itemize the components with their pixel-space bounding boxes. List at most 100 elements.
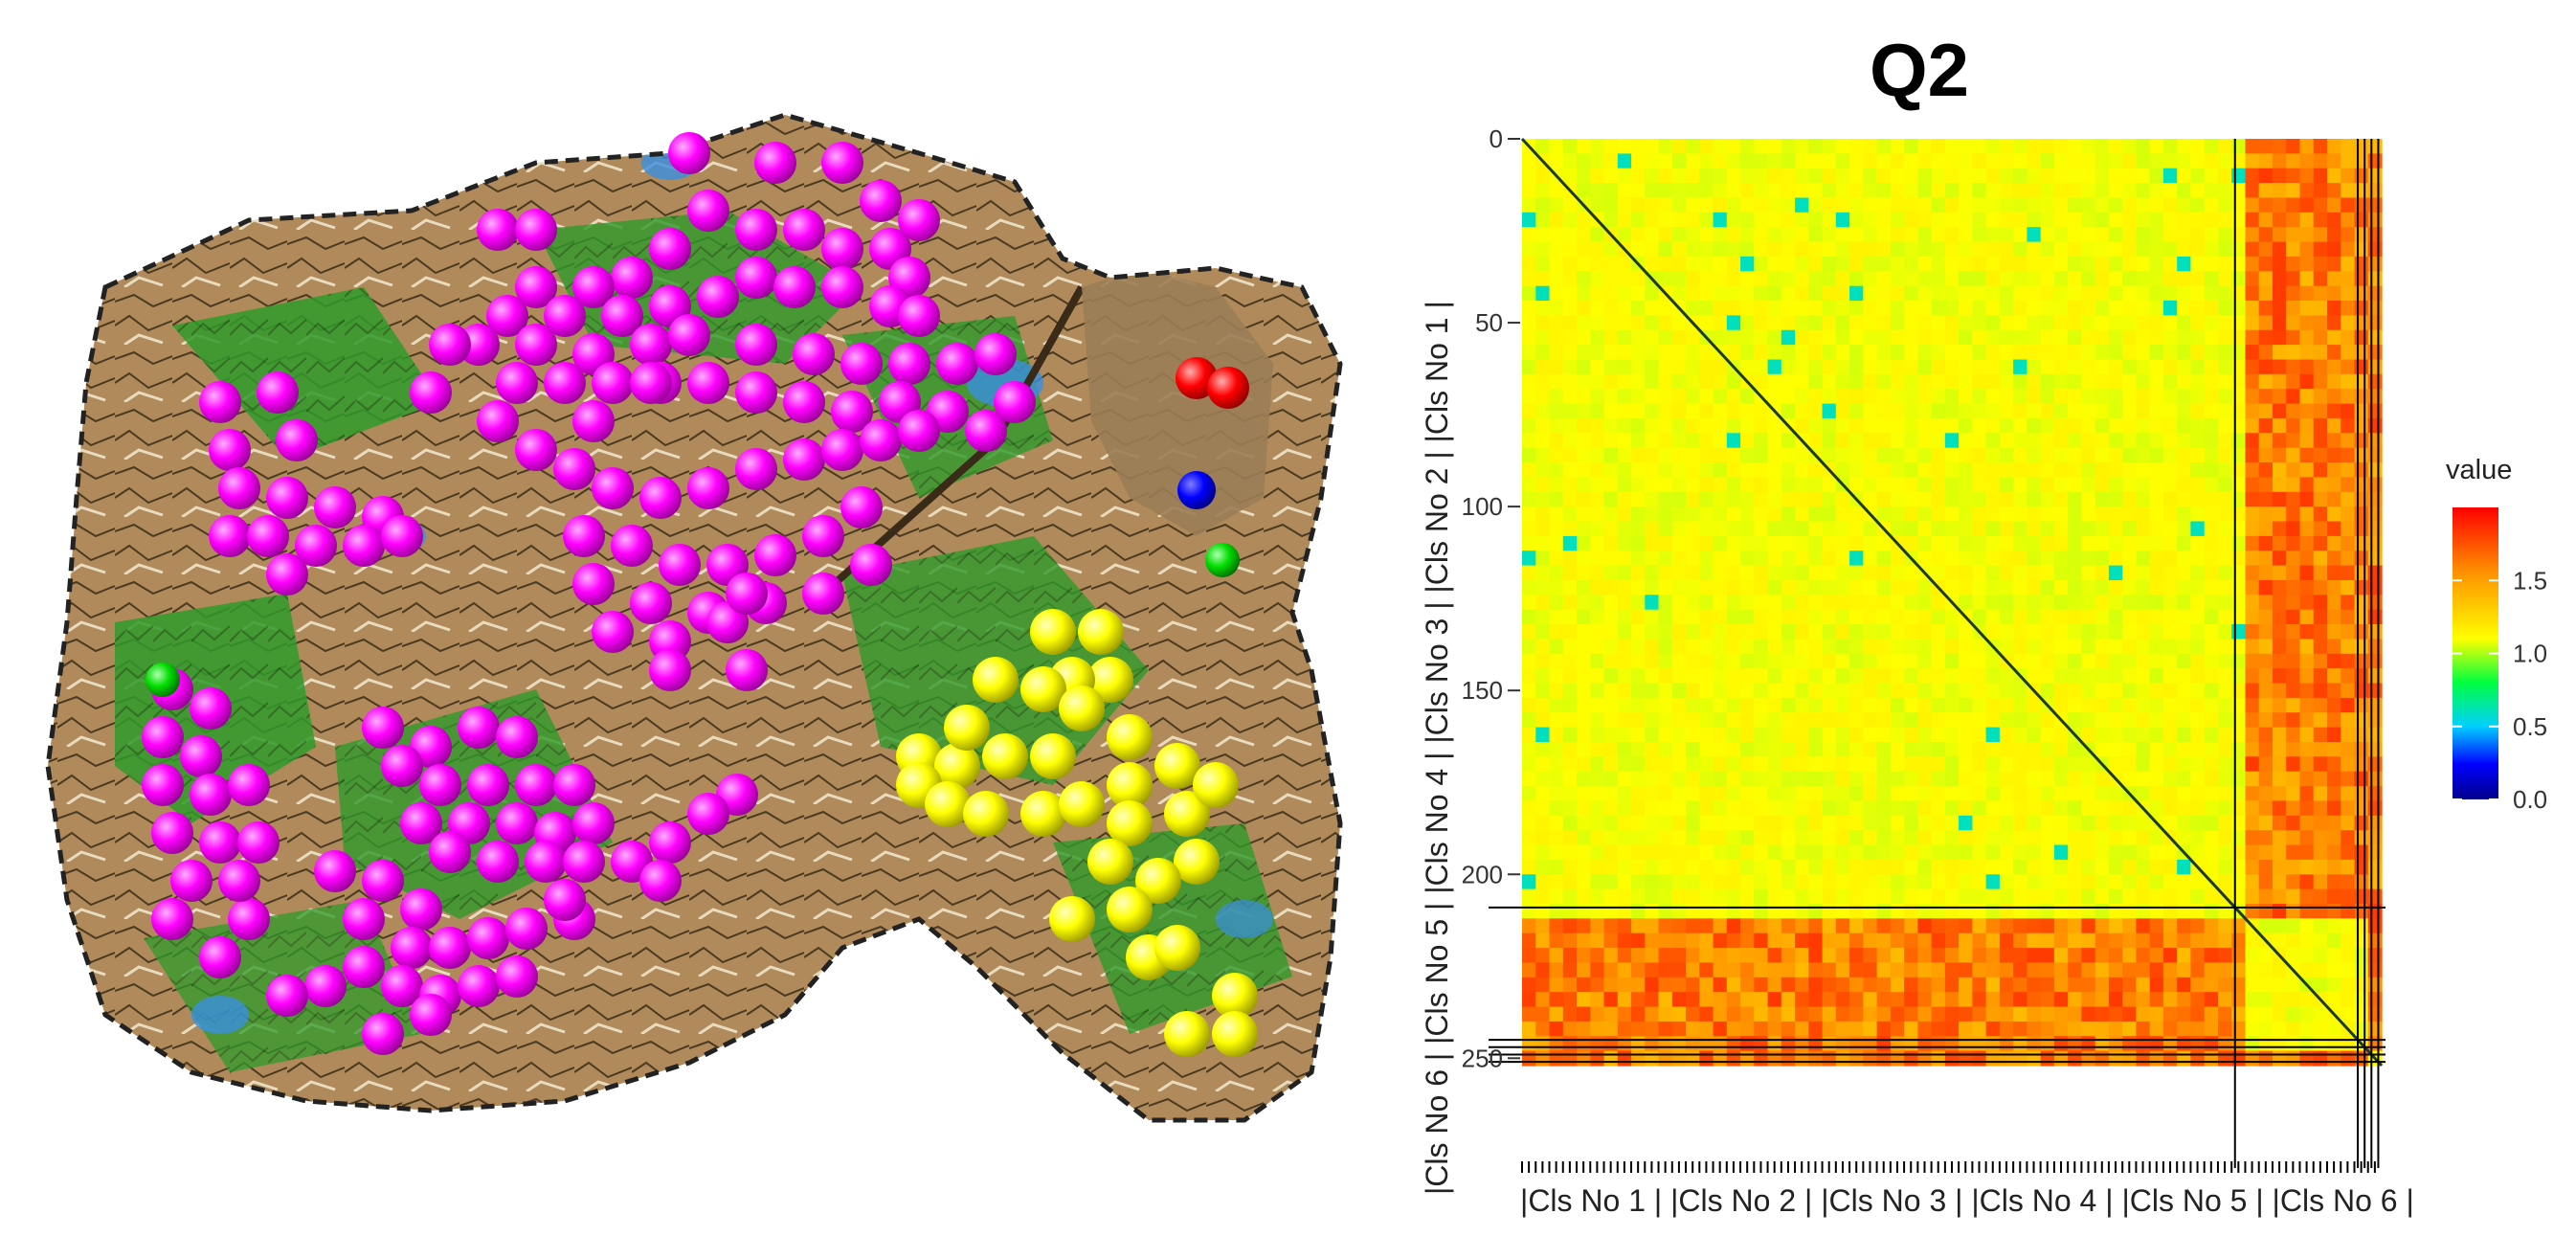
point-magenta-cluster-58 bbox=[821, 429, 863, 471]
heatmap-cell bbox=[1617, 815, 1632, 831]
heatmap-cell bbox=[1890, 183, 1905, 199]
heatmap-cell bbox=[1767, 521, 1782, 537]
heatmap-cell bbox=[1890, 830, 1905, 846]
heatmap-cell bbox=[2245, 933, 2260, 949]
heatmap-cell bbox=[2122, 1006, 2138, 1023]
heatmap-cell bbox=[1863, 153, 1878, 169]
heatmap-cell bbox=[2327, 403, 2341, 419]
point-yellow-cluster-0 bbox=[1030, 609, 1076, 655]
heatmap-cell bbox=[1904, 815, 1918, 831]
heatmap-cell bbox=[1808, 241, 1824, 258]
heatmap-cell bbox=[1686, 609, 1700, 625]
heatmap-cell bbox=[1577, 345, 1591, 361]
heatmap-cell bbox=[1577, 844, 1591, 861]
heatmap-cell bbox=[1562, 329, 1578, 346]
heatmap-cell bbox=[1959, 417, 1973, 434]
heatmap-cell bbox=[2027, 227, 2042, 243]
heatmap-cell bbox=[2204, 212, 2219, 228]
heatmap-cell bbox=[1740, 580, 1755, 596]
heatmap-cell bbox=[2367, 904, 2383, 919]
heatmap-cell bbox=[1931, 477, 1946, 493]
legend-tick-label: 1.0 bbox=[2513, 640, 2547, 668]
heatmap-cell bbox=[2313, 315, 2328, 331]
heatmap-cell bbox=[2367, 977, 2383, 993]
heatmap-cell bbox=[2327, 639, 2341, 655]
heatmap-cell bbox=[2367, 874, 2383, 890]
point-yellow-cluster-4 bbox=[973, 657, 1019, 703]
heatmap-cell bbox=[1959, 1036, 1973, 1052]
heatmap-cell bbox=[1562, 874, 1578, 890]
heatmap-cell bbox=[2053, 535, 2069, 551]
heatmap-cell bbox=[1767, 786, 1782, 802]
heatmap-cell bbox=[1726, 624, 1741, 640]
heatmap-cell bbox=[1890, 742, 1905, 757]
heatmap-cell bbox=[2354, 212, 2369, 228]
heatmap-cell bbox=[1577, 477, 1591, 493]
heatmap-cell bbox=[1590, 609, 1605, 625]
heatmap-cell bbox=[1603, 800, 1619, 817]
heatmap-cell bbox=[2190, 241, 2206, 258]
heatmap-cell bbox=[2231, 609, 2247, 625]
heatmap-cell bbox=[2299, 389, 2315, 405]
heatmap-cell bbox=[1890, 624, 1905, 640]
heatmap-cell bbox=[2354, 315, 2369, 331]
heatmap-cell bbox=[1713, 859, 1728, 875]
heatmap-cell bbox=[1658, 197, 1673, 213]
heatmap-cell bbox=[2027, 373, 2042, 390]
heatmap-cell bbox=[1795, 183, 1809, 199]
heatmap-cell bbox=[1590, 1036, 1605, 1052]
heatmap-cell bbox=[2162, 345, 2178, 361]
heatmap-cell bbox=[1699, 1021, 1714, 1037]
heatmap-cell bbox=[1713, 697, 1728, 713]
heatmap-cell bbox=[2094, 197, 2110, 213]
heatmap-cell bbox=[1577, 447, 1591, 463]
heatmap-cell bbox=[2299, 433, 2315, 449]
heatmap-cell bbox=[1781, 168, 1796, 184]
heatmap-cell bbox=[1863, 904, 1878, 919]
heatmap-cell bbox=[1754, 786, 1769, 802]
heatmap-cell bbox=[2341, 844, 2356, 861]
heatmap-cell bbox=[2299, 683, 2315, 699]
heatmap-cell bbox=[2122, 624, 2138, 640]
heatmap-cell bbox=[2149, 756, 2164, 773]
color-legend: value 1.51.00.50.0 bbox=[2446, 455, 2547, 814]
heatmap-cell bbox=[1959, 653, 1973, 669]
heatmap-cell bbox=[1959, 771, 1973, 787]
heatmap-cell bbox=[2245, 462, 2260, 478]
heatmap-cell bbox=[2245, 285, 2260, 302]
heatmap-cell bbox=[1522, 153, 1536, 169]
heatmap-cell bbox=[1577, 491, 1591, 507]
heatmap-cell bbox=[2108, 609, 2123, 625]
heatmap-cell bbox=[1699, 595, 1714, 611]
heatmap-cell bbox=[1577, 256, 1591, 272]
heatmap-cell bbox=[1808, 800, 1824, 817]
heatmap-cell bbox=[1767, 345, 1782, 361]
heatmap-cell bbox=[1849, 301, 1864, 316]
heatmap-cell bbox=[1904, 359, 1918, 375]
heatmap-cell bbox=[1972, 992, 1987, 1008]
heatmap-cell bbox=[1972, 271, 1987, 287]
heatmap-cell bbox=[1726, 830, 1741, 846]
heatmap-cell bbox=[2122, 168, 2138, 184]
heatmap-cell bbox=[2053, 962, 2069, 978]
heatmap-cell bbox=[1671, 168, 1687, 184]
heatmap-cell bbox=[2136, 874, 2151, 890]
heatmap-cell bbox=[2190, 904, 2206, 919]
heatmap-cell bbox=[2053, 153, 2069, 169]
heatmap-cell bbox=[1658, 800, 1673, 817]
heatmap-cell bbox=[2354, 271, 2369, 287]
heatmap-cell bbox=[1631, 183, 1646, 199]
heatmap-cell bbox=[1944, 565, 1960, 581]
heatmap-cell bbox=[1944, 389, 1960, 405]
heatmap-cell bbox=[2053, 624, 2069, 640]
heatmap-cell bbox=[1754, 918, 1769, 934]
heatmap-cell bbox=[2108, 315, 2123, 331]
heatmap-cell bbox=[1999, 580, 2014, 596]
heatmap-cell bbox=[2245, 697, 2260, 713]
heatmap-cell bbox=[1658, 447, 1673, 463]
heatmap-cell bbox=[2313, 948, 2328, 964]
heatmap-cell bbox=[2027, 609, 2042, 625]
heatmap-cell bbox=[1562, 256, 1578, 272]
heatmap-cell bbox=[1972, 477, 1987, 493]
heatmap-cell bbox=[1686, 815, 1700, 831]
